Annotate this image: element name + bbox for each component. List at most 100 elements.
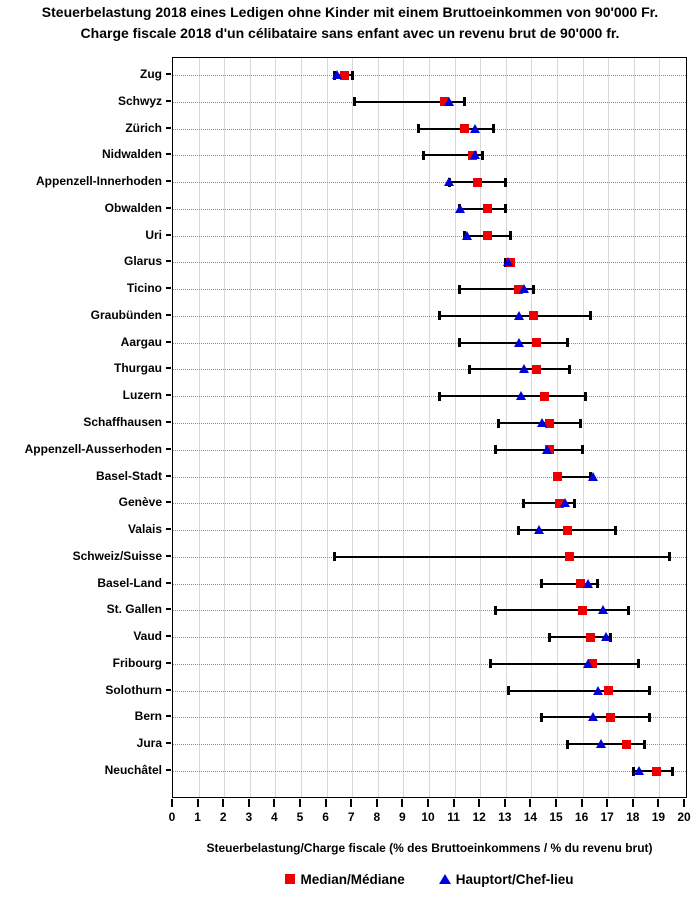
y-axis-tick xyxy=(166,581,171,584)
canton-label: Fribourg xyxy=(112,655,162,670)
x-axis-tick xyxy=(171,799,173,807)
range-cap-right xyxy=(588,311,592,321)
median-marker xyxy=(473,177,483,187)
median-marker xyxy=(439,97,449,107)
y-axis-tick xyxy=(166,421,171,423)
row-dotted-guide xyxy=(173,503,686,505)
canton-label: Graubünden xyxy=(90,307,162,322)
canton-label: Ticino xyxy=(126,281,162,296)
y-axis-tick xyxy=(166,260,171,263)
x-axis-tick xyxy=(529,799,532,807)
row-dotted-guide xyxy=(173,744,686,746)
row-dotted-guide xyxy=(173,530,686,532)
range-bar xyxy=(418,127,493,130)
x-axis-tick-label: 9 xyxy=(399,810,406,824)
range-cap-right xyxy=(642,739,646,749)
median-marker xyxy=(483,204,493,214)
range-bar xyxy=(541,582,598,585)
range-cap-left xyxy=(522,498,526,508)
canton-label: Genève xyxy=(118,495,162,510)
hauptort-marker xyxy=(513,337,524,347)
range-cap-right xyxy=(668,552,672,562)
range-cap-left xyxy=(422,150,426,160)
hauptort-marker xyxy=(331,70,342,79)
median-marker xyxy=(555,498,565,508)
y-axis-tick xyxy=(166,608,171,611)
range-cap-left xyxy=(437,391,441,401)
vertical-gridline xyxy=(557,58,558,797)
x-axis-tick xyxy=(555,799,557,807)
x-axis-tick xyxy=(299,799,301,807)
range-cap-left xyxy=(494,445,498,455)
range-bar xyxy=(334,555,670,558)
row-dotted-guide xyxy=(173,289,686,291)
canton-label: Aargau xyxy=(120,334,162,349)
y-axis-tick xyxy=(166,233,171,236)
range-bar xyxy=(495,609,629,612)
median-marker xyxy=(606,712,616,722)
range-cap-right xyxy=(491,124,495,134)
canton-label: Neuchâtel xyxy=(104,763,162,778)
row-dotted-guide xyxy=(173,663,686,665)
row-dotted-guide xyxy=(173,208,686,210)
x-axis-tick-label: 1 xyxy=(194,810,201,824)
range-cap-right xyxy=(350,70,354,80)
range-cap-right xyxy=(509,231,513,241)
range-cap-right xyxy=(627,605,631,615)
canton-label: Appenzell-Innerhoden xyxy=(36,174,162,189)
x-axis-tick xyxy=(375,799,378,807)
y-axis-tick xyxy=(166,769,171,772)
row-dotted-guide xyxy=(173,610,686,612)
x-axis-tick xyxy=(478,799,481,807)
canton-label: Basel-Stadt xyxy=(95,468,162,483)
x-axis-tick xyxy=(452,799,455,807)
y-axis-tick xyxy=(166,635,171,638)
x-axis-tick-label: 7 xyxy=(347,810,355,824)
range-cap-right xyxy=(614,525,618,535)
hauptort-marker xyxy=(516,391,527,401)
canton-label: Obwalden xyxy=(104,200,162,215)
range-cap-right xyxy=(637,659,641,669)
range-cap-left xyxy=(417,124,421,134)
vertical-gridline xyxy=(275,58,277,797)
y-axis-tick xyxy=(166,688,171,691)
canton-label: Uri xyxy=(145,227,162,242)
row-dotted-guide xyxy=(173,75,686,76)
range-bar xyxy=(423,154,483,157)
hauptort-marker xyxy=(454,203,465,213)
range-cap-left xyxy=(540,579,544,589)
row-dotted-guide xyxy=(173,369,686,371)
median-marker xyxy=(552,472,562,482)
median-marker xyxy=(575,579,585,589)
vertical-gridline xyxy=(505,58,507,797)
y-axis-tick xyxy=(166,126,171,129)
row-dotted-guide xyxy=(173,583,686,585)
row-dotted-guide xyxy=(173,449,686,451)
vertical-gridline xyxy=(198,58,200,797)
x-axis-tick-label: 2 xyxy=(219,810,227,824)
hauptort-marker xyxy=(633,766,644,776)
x-axis-tick-label: 16 xyxy=(574,810,589,824)
row-dotted-guide xyxy=(173,690,686,692)
vertical-gridline xyxy=(352,58,354,797)
row-dotted-guide xyxy=(173,342,686,344)
range-cap-left xyxy=(494,605,498,615)
hauptort-marker xyxy=(595,739,606,749)
range-bar xyxy=(549,636,611,639)
range-bar xyxy=(459,288,534,291)
row-dotted-guide xyxy=(173,637,686,639)
canton-label: Luzern xyxy=(122,388,162,403)
y-axis-tick xyxy=(166,180,171,183)
range-cap-right xyxy=(578,418,582,428)
canton-label: Glarus xyxy=(123,254,162,269)
hauptort-marker xyxy=(470,123,481,133)
vertical-gridline xyxy=(582,58,584,797)
x-axis-tick-label: 10 xyxy=(421,810,435,824)
legend-median-label: Median/Médiane xyxy=(300,871,405,887)
vertical-gridline xyxy=(659,58,661,797)
x-axis-tick-label: 8 xyxy=(373,810,381,824)
range-bar xyxy=(567,743,645,746)
x-axis-tick xyxy=(273,799,276,807)
canton-label: Basel-Land xyxy=(97,575,162,590)
